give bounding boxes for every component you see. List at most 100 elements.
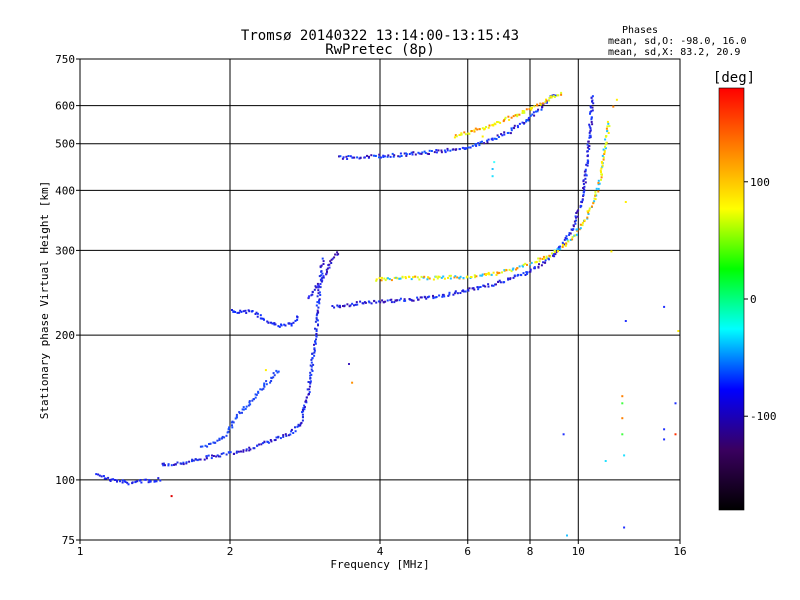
trace-point	[97, 473, 100, 476]
trace-point	[313, 354, 316, 357]
trace-point	[349, 304, 352, 307]
trace-point	[320, 274, 323, 277]
trace-point	[356, 156, 359, 159]
trace-point	[501, 134, 504, 137]
trace-point	[342, 156, 345, 159]
trace-point	[404, 277, 407, 280]
trace-point	[588, 131, 591, 134]
trace-point	[487, 126, 490, 129]
trace-point	[275, 436, 278, 439]
trace-point	[597, 183, 600, 186]
trace-point	[437, 275, 440, 278]
trace-point	[594, 190, 597, 193]
trace-point	[311, 370, 314, 372]
colorbar-gradient	[719, 88, 744, 510]
trace-point	[398, 299, 401, 302]
trace-point	[437, 149, 440, 152]
trace-point	[503, 133, 506, 136]
trace-point	[237, 450, 240, 453]
trace-point	[110, 478, 113, 481]
trace-point	[396, 277, 399, 280]
trace-point	[213, 441, 216, 444]
trace-point	[399, 277, 402, 280]
trace-point	[228, 427, 231, 430]
trace-point	[274, 323, 277, 326]
trace-point	[390, 279, 393, 282]
trace-point	[594, 193, 597, 196]
trace-point	[446, 149, 449, 152]
trace-point	[544, 100, 547, 103]
trace-point	[262, 387, 265, 390]
trace-point	[582, 183, 585, 185]
trace-point	[529, 270, 531, 273]
trace-point	[321, 272, 324, 275]
trace-point	[263, 384, 266, 387]
trace-point	[301, 419, 304, 422]
trace-point	[538, 263, 540, 266]
trace-point	[382, 156, 385, 158]
trace-point	[595, 194, 598, 197]
trace-point	[345, 155, 348, 158]
trace-point	[601, 162, 604, 165]
trace-point	[595, 187, 598, 190]
trace-point	[501, 271, 503, 274]
trace-point	[320, 277, 323, 280]
trace-point	[408, 153, 411, 155]
trace-point	[318, 298, 321, 301]
trace-point	[308, 385, 311, 388]
trace-point	[382, 301, 385, 304]
trace-point	[475, 144, 478, 147]
trace-point	[592, 102, 595, 105]
trace-point	[538, 260, 541, 263]
trace-point	[453, 276, 456, 279]
trace-point	[482, 284, 485, 287]
trace-point	[535, 110, 537, 113]
trace-point	[198, 458, 201, 461]
trace-point	[399, 152, 402, 155]
trace-point	[311, 352, 314, 355]
trace-point	[521, 110, 524, 112]
trace-point	[591, 100, 593, 103]
trace-point	[546, 100, 548, 103]
trace-point	[449, 274, 452, 277]
trace-point	[265, 380, 268, 383]
trace-point	[109, 480, 112, 482]
trace-point	[444, 151, 447, 154]
trace-point	[589, 127, 592, 130]
trace-point	[442, 275, 445, 278]
trace-point	[583, 188, 586, 191]
trace-point	[322, 275, 325, 278]
trace-point	[528, 116, 530, 119]
trace-point	[507, 278, 510, 281]
trace-point	[487, 285, 490, 288]
trace-point	[307, 296, 310, 299]
trace-point	[507, 115, 510, 118]
trace-point	[319, 265, 322, 268]
trace-point	[161, 462, 164, 465]
trace-point	[568, 234, 571, 236]
trace-point	[211, 454, 213, 457]
trace-point	[557, 94, 560, 97]
trace-point	[417, 151, 420, 154]
trace-point	[486, 139, 489, 142]
trace-point	[220, 452, 223, 455]
trace-point	[284, 433, 287, 436]
trace-point	[602, 158, 605, 161]
trace-point	[464, 133, 467, 136]
trace-point	[313, 349, 316, 352]
trace-point	[315, 314, 318, 317]
trace-point	[559, 248, 562, 251]
trace-point	[553, 96, 556, 98]
trace-point	[363, 156, 366, 159]
trace-point	[294, 426, 296, 429]
trace-point	[284, 324, 287, 327]
trace-point	[481, 127, 484, 130]
trace-point	[375, 279, 378, 282]
trace-point	[495, 274, 498, 276]
stats-heading: Phases	[622, 25, 658, 36]
trace-point	[410, 151, 413, 154]
isolated-point	[677, 330, 680, 332]
trace-point	[528, 108, 531, 111]
trace-point	[529, 263, 532, 266]
trace-point	[257, 390, 260, 393]
